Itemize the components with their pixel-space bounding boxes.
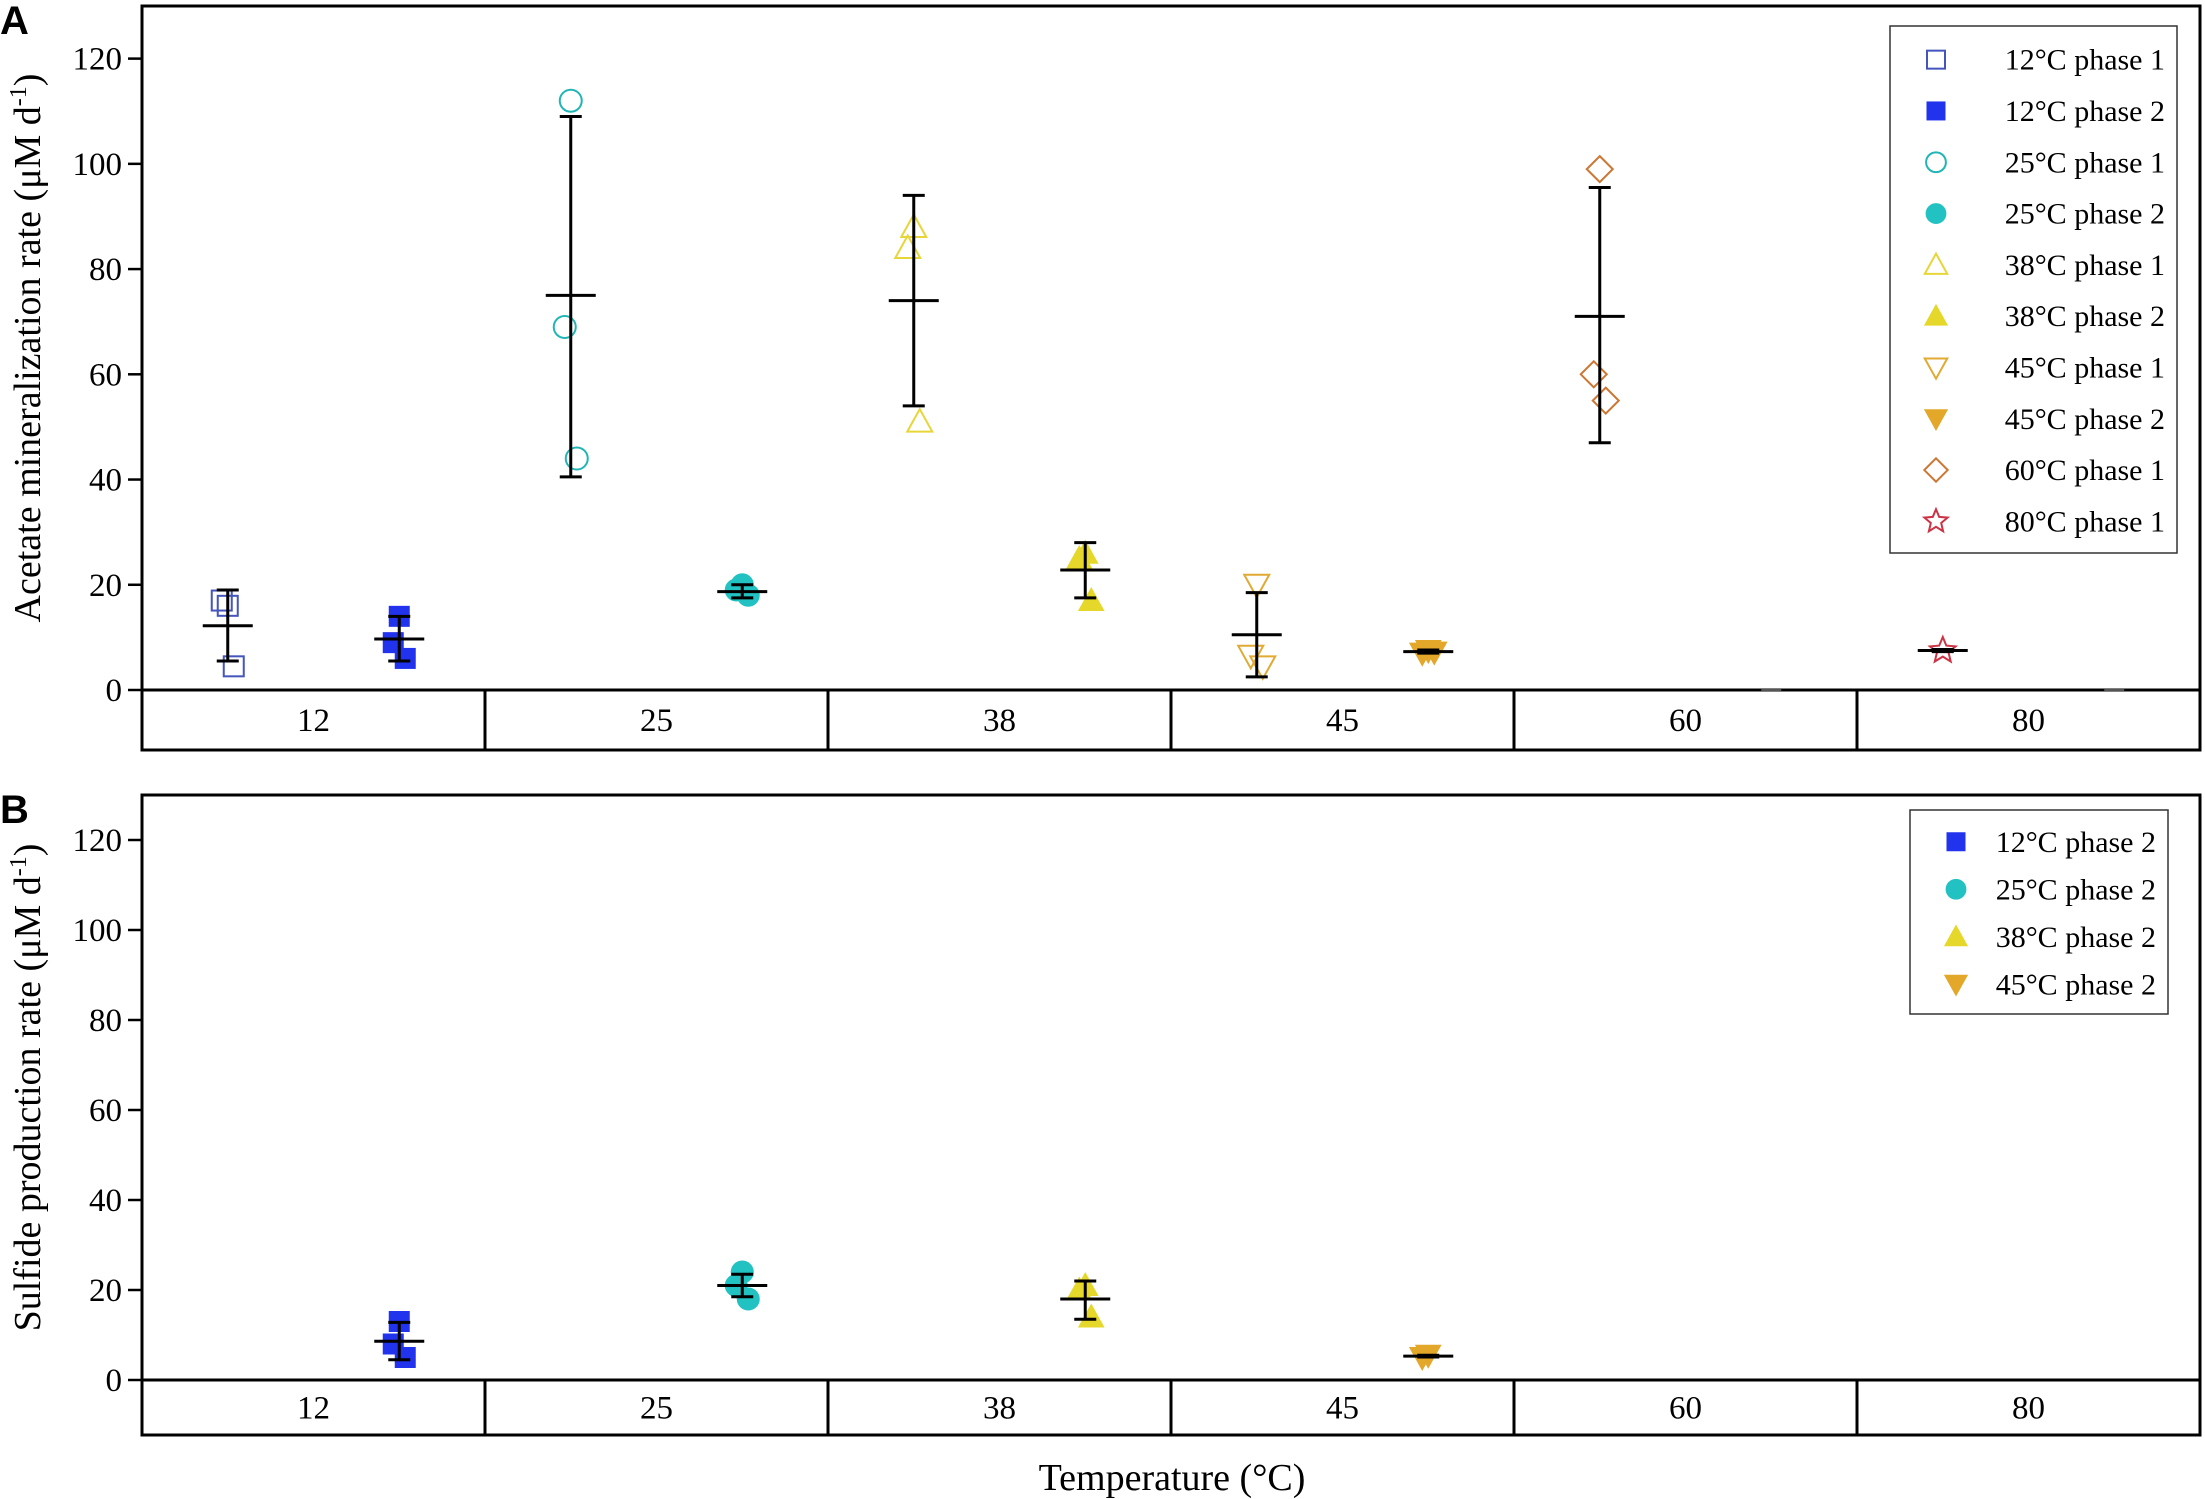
category-label: 25: [640, 703, 673, 739]
y-tick-label: 20: [89, 1273, 122, 1309]
legend: 12°C phase 1 12°C phase 2 25°C phase 1 25°C…: [1889, 25, 2178, 554]
panel-letter: B: [0, 788, 29, 832]
y-axis-title: Acetate mineralization rate (μM d-1): [6, 74, 49, 623]
legend-marker: [1943, 924, 1969, 947]
data-point: [1242, 573, 1271, 600]
data-point: [905, 407, 934, 433]
legend-label: 12°C phase 1: [2005, 44, 2165, 77]
data-point: [1591, 386, 1621, 416]
series-80-c-phase-1: [1917, 634, 1968, 664]
legend-marker: [1923, 303, 1949, 326]
category-label: 38: [983, 1391, 1016, 1427]
legend-marker: [1925, 203, 1947, 224]
legend-marker: [1923, 409, 1949, 432]
panel-b: 12 25 38 45 60 80 0 20 40 60 80 100 120 Sulfide produ…: [0, 788, 2202, 1437]
legend-label: 25°C phase 2: [1996, 873, 2156, 906]
category-label: 12: [297, 703, 330, 739]
series-38-c-phase-2: [1060, 1271, 1111, 1328]
data-point: [1579, 359, 1609, 389]
data-point: [222, 655, 245, 678]
legend-label: 80°C phase 1: [2005, 505, 2165, 538]
y-tick-label: 100: [73, 913, 123, 949]
legend-label: 25°C phase 1: [2005, 146, 2165, 179]
series-12-c-phase-2: [374, 1311, 425, 1368]
plot-frame: [140, 793, 2202, 1437]
y-tick-label: 60: [89, 1093, 122, 1129]
legend-marker: [1923, 357, 1949, 381]
series-25-c-phase-1: [545, 88, 596, 479]
data-point: [1927, 634, 1959, 664]
legend-label: 45°C phase 2: [2005, 403, 2165, 436]
x-axis-title: Temperature (°C): [1039, 1457, 1306, 1499]
legend-marker: [1921, 506, 1951, 534]
category-label: 60: [1669, 703, 1702, 739]
legend: 12°C phase 2 25°C phase 2 38°C phase 2 45°C…: [1909, 809, 2169, 1015]
series-45-c-phase-2: [1403, 1344, 1454, 1372]
category-label: 80: [2012, 703, 2045, 739]
legend-marker: [1923, 251, 1949, 275]
series-45-c-phase-1: [1231, 573, 1282, 681]
legend-label: 60°C phase 1: [2005, 454, 2165, 487]
data-point: [893, 233, 922, 260]
legend-marker: [1943, 974, 1969, 997]
legend-label: 38°C phase 1: [2005, 249, 2165, 282]
legend-label: 38°C phase 2: [1996, 921, 2156, 954]
legend-marker: [1926, 49, 1946, 70]
y-tick-label: 40: [89, 1183, 122, 1219]
series-45-c-phase-2: [1403, 640, 1454, 667]
category-label: 38: [983, 703, 1016, 739]
y-tick-label: 100: [73, 147, 123, 183]
legend-label: 45°C phase 1: [2005, 351, 2165, 384]
data-point: [736, 1287, 760, 1311]
data-point: [736, 583, 760, 607]
category-label: 45: [1326, 703, 1359, 739]
legend-label: 12°C phase 2: [1996, 826, 2156, 859]
series-12-c-phase-2: [374, 605, 425, 669]
y-axis-title: Sulfide production rate (μM d-1): [6, 844, 49, 1332]
data-point: [552, 314, 577, 339]
legend-marker: [1922, 456, 1950, 484]
legend-marker: [1945, 878, 1967, 900]
panel-letter: A: [0, 0, 29, 43]
category-label: 12: [297, 1391, 330, 1427]
series-12-c-phase-1: [202, 588, 253, 678]
y-tick-label: 80: [89, 1003, 122, 1039]
y-tick-label: 0: [106, 1363, 123, 1399]
y-tick-label: 80: [89, 252, 122, 288]
legend-label: 45°C phase 2: [1996, 968, 2156, 1001]
legend-marker: [1925, 151, 1947, 174]
legend-label: 25°C phase 2: [2005, 198, 2165, 231]
y-tick-label: 0: [106, 673, 123, 709]
series-38-c-phase-2: [1060, 539, 1111, 612]
y-tick-label: 20: [89, 568, 122, 604]
data-point: [564, 446, 589, 471]
category-label: 80: [2012, 1391, 2045, 1427]
legend-label: 12°C phase 2: [2005, 95, 2165, 128]
data-point: [1408, 1347, 1436, 1372]
data-point: [1077, 1303, 1105, 1328]
y-tick-label: 120: [73, 42, 123, 78]
panel-a: 12 25 38 45 60 80 0 20 40 60 80 100 120 Acetate miner…: [0, 0, 2202, 752]
legend-marker: [1946, 832, 1966, 852]
category-label: 45: [1326, 1391, 1359, 1427]
series-25-c-phase-2: [717, 1260, 768, 1311]
y-tick-label: 60: [89, 357, 122, 393]
data-point: [558, 88, 583, 113]
legend-marker: [1926, 101, 1946, 121]
series-38-c-phase-1: [888, 193, 939, 433]
y-tick-label: 40: [89, 463, 122, 499]
category-label: 60: [1669, 1391, 1702, 1427]
series-60-c-phase-1: [1574, 154, 1625, 445]
series-25-c-phase-2: [717, 573, 768, 607]
category-label: 25: [640, 1391, 673, 1427]
legend-label: 38°C phase 2: [2005, 300, 2165, 333]
y-tick-label: 120: [73, 823, 123, 859]
data-point: [1585, 154, 1615, 184]
